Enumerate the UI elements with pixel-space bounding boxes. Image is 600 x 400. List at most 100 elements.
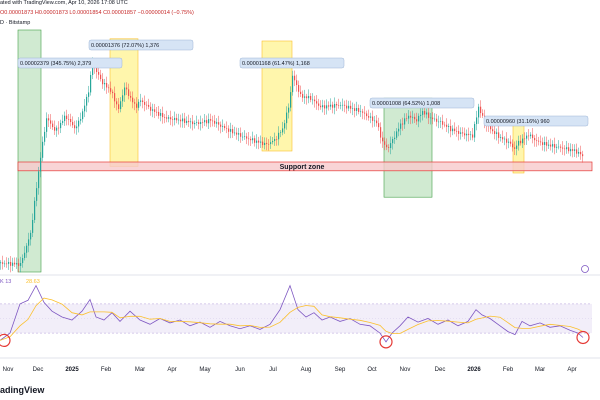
candle-body	[478, 106, 480, 118]
candle-body	[70, 119, 72, 123]
candle-body	[252, 138, 254, 141]
candle-body	[210, 119, 212, 121]
candle-body	[460, 132, 462, 134]
candle-body	[66, 115, 68, 119]
candle-body	[498, 132, 500, 138]
candle-body	[356, 108, 358, 111]
candle-body	[510, 141, 512, 144]
candle-body	[472, 134, 474, 138]
measure-label-bg-1	[17, 57, 123, 69]
candle-body	[552, 144, 554, 147]
candle-body	[160, 113, 162, 116]
candle-body	[84, 105, 86, 112]
candle-body	[42, 141, 44, 158]
candle-body	[44, 131, 46, 142]
candle-body	[292, 75, 294, 93]
measure-label-bg-5	[483, 115, 589, 127]
candle-body	[570, 149, 572, 152]
x-tick-label: Jun	[235, 367, 245, 373]
candle-body	[130, 95, 132, 98]
x-tick-label: Apr	[567, 367, 576, 373]
candle-body	[364, 112, 366, 114]
candle-body	[520, 140, 522, 144]
candle-body	[48, 118, 50, 121]
candle-body	[470, 134, 472, 136]
candle-body	[436, 118, 438, 122]
candle-body	[232, 129, 234, 134]
candle-body	[354, 108, 356, 111]
candle-body	[192, 121, 194, 125]
candle-body	[164, 117, 166, 118]
candle-body	[242, 136, 244, 138]
candle-body	[332, 104, 334, 108]
candle-body	[378, 123, 380, 128]
candle-body	[266, 142, 268, 144]
candle-body	[350, 105, 352, 109]
candle-body	[508, 141, 510, 143]
candle-body	[172, 119, 174, 120]
candle-body	[408, 115, 410, 119]
candle-body	[466, 133, 468, 136]
candle-body	[132, 97, 134, 103]
candle-body	[278, 132, 280, 140]
candle-body	[184, 118, 186, 123]
candle-body	[20, 263, 22, 266]
candle-body	[314, 99, 316, 102]
measure-label-bg-2	[88, 39, 194, 51]
candle-body	[392, 138, 394, 144]
candle-body	[176, 117, 178, 121]
candle-body	[120, 101, 122, 110]
candle-body	[92, 63, 94, 76]
candle-body	[538, 140, 540, 142]
candle-body	[550, 144, 552, 147]
candle-body	[264, 142, 266, 146]
candle-body	[530, 134, 532, 137]
measure-label-3: 0.00001168 (61.47%) 1,168	[242, 61, 310, 67]
header-ohlc: O0.00001873 H0.00001873 L0.00001854 C0.0…	[0, 10, 194, 16]
candle-body	[366, 113, 368, 117]
candle-body	[16, 263, 18, 265]
candle-body	[180, 119, 182, 122]
candle-body	[346, 105, 348, 109]
candle-body	[576, 149, 578, 154]
header-line-1: ated with TradingView.com, Apr 10, 2026 …	[0, 0, 128, 6]
candle-body	[110, 88, 112, 92]
candle-body	[38, 171, 40, 189]
candle-body	[502, 137, 504, 140]
candle-body	[426, 112, 428, 115]
candle-body	[496, 132, 498, 134]
candle-body	[516, 145, 518, 149]
candle-body	[410, 115, 412, 118]
candle-body	[428, 112, 430, 118]
candle-body	[72, 122, 74, 126]
candle-body	[158, 111, 160, 116]
rsi-oversold-marker-2	[379, 335, 393, 349]
candle-body	[80, 119, 82, 121]
candle-body	[412, 116, 414, 118]
candle-body	[258, 140, 260, 143]
candle-body	[240, 133, 242, 137]
measure-label-2: 0.00001376 (72.07%) 1,376	[91, 43, 159, 49]
candle-body	[272, 140, 274, 143]
candle-body	[542, 142, 544, 145]
candle-body	[234, 132, 236, 134]
candle-body	[262, 141, 264, 146]
candle-body	[582, 154, 584, 157]
x-tick-label: Aug	[301, 367, 312, 373]
candle-body	[342, 104, 344, 106]
candle-body	[128, 89, 130, 96]
candle-body	[296, 80, 298, 86]
candle-body	[544, 142, 546, 145]
header-line-2: D · Bitstamp	[0, 20, 31, 26]
candle-body	[394, 137, 396, 139]
candle-body	[116, 101, 118, 105]
candle-body	[106, 83, 108, 88]
candle-body	[320, 105, 322, 108]
candle-body	[406, 118, 408, 119]
candle-body	[438, 121, 440, 123]
candle-body	[216, 122, 218, 124]
candle-body	[448, 125, 450, 127]
candle-body	[146, 104, 148, 106]
candle-body	[556, 146, 558, 148]
